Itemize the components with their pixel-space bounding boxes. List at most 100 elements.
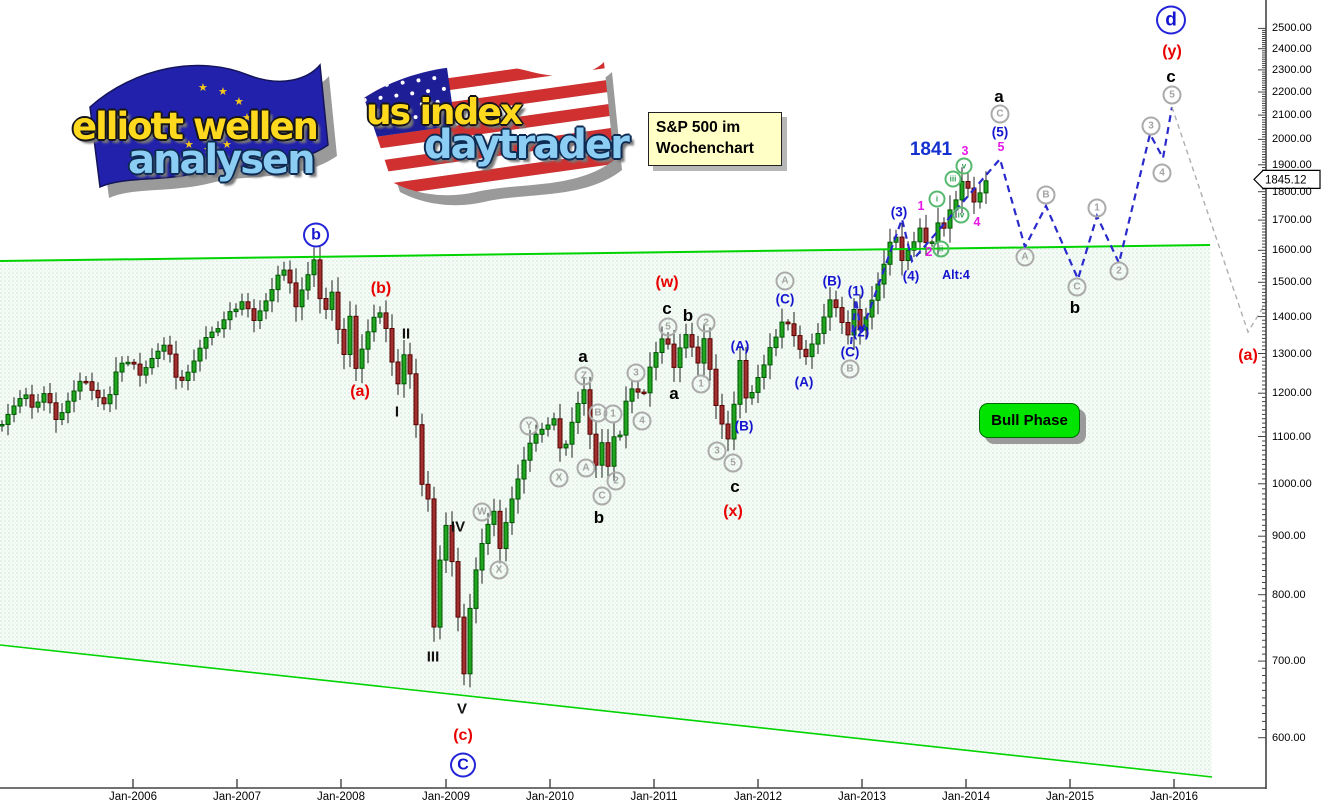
svg-text:★: ★ [171,125,181,138]
wave-label-a: A [1015,247,1035,267]
wave-label-d: d [1156,5,1186,35]
us-index-daytrader-logo: us index daytrader [352,50,652,210]
wave-label-5: 5 [997,140,1005,154]
wave-label-v: v [955,157,973,175]
x-axis-label: Jan-2012 [734,791,782,803]
channel-lines [0,244,1213,778]
wave-label-b: b [1069,298,1081,317]
wave-label-c: C [1067,277,1087,297]
wave-label-iii: iii [944,170,962,188]
y-axis-label: 1600.00 [1272,244,1312,257]
y-axis-label: 800.00 [1272,588,1306,601]
x-axis-label: Jan-2011 [630,791,678,803]
projection-lines [849,106,1268,345]
wave-label-5: 5 [723,453,743,473]
wave-label-iv: iv [952,206,970,224]
last-price-value: 1845.12 [1265,174,1307,186]
axes [0,0,1267,789]
y-axis-label: 2100.00 [1272,109,1312,122]
us-flag-icon [364,62,622,206]
wave-label-b: b [682,306,694,325]
wave-label-3: 3 [1141,116,1161,136]
wave-label-a: (a) [1238,347,1258,364]
wave-label-a: (A) [794,374,814,390]
svg-text:★: ★ [203,143,213,156]
y-axis-label: 1900.00 [1272,158,1312,171]
y-axis-label: 1500.00 [1272,276,1312,289]
wave-label-2: 2 [696,313,716,333]
chart-title-line2: Wochenchart [656,139,754,157]
wave-label-1: 1 [603,404,623,424]
eu-flag-icon: ★ ★★ ★★★ ★★★ [89,63,337,198]
elliott-wellen-analysen-logo: ★ ★ ★ ★ ★ ★ ★ ★ ★ elliott wellen analysen [50,45,350,210]
svg-text:★: ★ [184,138,194,151]
wave-label-c: c [730,477,740,496]
wave-label-c: c [1166,67,1176,86]
svg-text:★: ★ [198,81,208,94]
wave-label-3: 3 [626,363,646,383]
candlesticks [0,167,989,688]
wave-label-b: B [840,359,860,379]
y-axis-label: 1700.00 [1272,214,1312,227]
bull-phase-label: Bull Phase [991,412,1068,429]
wave-label-3: 3 [707,441,727,461]
y-axis-label: 2000.00 [1272,133,1312,146]
wave-label-i: i [928,190,946,208]
wave-label-4: (4) [902,268,920,284]
wave-label-1: (1) [847,283,865,299]
wave-label-y: (y) [1162,43,1182,60]
wave-label-2: 2 [606,471,626,491]
wave-label-a: (A) [730,338,750,354]
x-axis-label: Jan-2009 [422,791,470,803]
wave-label-5: 5 [658,317,678,337]
wave-label-a: A [775,271,795,291]
wave-label-1: 1 [1087,198,1107,218]
svg-text:★: ★ [242,111,252,124]
x-axis-label: Jan-2007 [213,791,261,803]
y-axis-label: 1800.00 [1272,185,1312,198]
wave-label-y: Y [519,416,539,436]
wave-label-a: A [576,458,596,478]
wave-label-1841: 1841 [909,139,953,160]
wave-label-c: c [662,299,672,318]
wave-label-x: X [489,560,509,580]
last-price-tag: 1845.12 [1253,169,1321,190]
wave-label-x: (x) [723,503,743,520]
wave-label-x: X [549,468,569,488]
x-axis-label: Jan-2008 [317,791,365,803]
y-axis-label: 2400.00 [1272,42,1312,55]
wave-label-b: (B) [822,273,842,289]
x-axis-label: Jan-2010 [526,791,574,803]
y-axis-label: 700.00 [1272,655,1306,668]
wave-label-1: 1 [691,374,711,394]
svg-text:★: ★ [234,95,244,108]
wave-label-4: 4 [632,411,652,431]
y-axis-label: 1100.00 [1272,430,1311,443]
wave-label-5: 5 [1162,85,1182,105]
wave-label-b: B [1036,185,1056,205]
x-axis-label: Jan-2006 [109,791,157,803]
channel-fill [0,245,1212,777]
bull-phase-badge: Bull Phase [979,403,1080,438]
logo-ewa-line2: analysen [128,137,316,183]
wave-label-c: C [592,486,612,506]
wave-label-c: C [450,752,476,778]
y-axis-label: 2200.00 [1272,86,1312,98]
logo-ewa-line1: elliott wellen [72,105,319,148]
wave-label-b: b [303,222,329,248]
x-axis-label: Jan-2016 [1150,791,1198,803]
logo-usidt-line2: daytrader [424,122,630,168]
wave-label-2: 2 [1109,261,1129,281]
y-axis-label: 900.00 [1272,530,1306,543]
y-axis-label: 1200.00 [1272,387,1312,400]
x-axis-label: Jan-2015 [1046,791,1094,803]
wave-label-v: V [456,700,468,718]
wave-label-ii: II [401,325,411,343]
wave-label-a: (a) [350,383,370,400]
wave-label-5: (5) [991,124,1009,140]
x-axis-label: Jan-2013 [838,791,886,803]
wave-label-ii: ii [932,240,950,258]
wave-label-b: (B) [734,418,754,434]
